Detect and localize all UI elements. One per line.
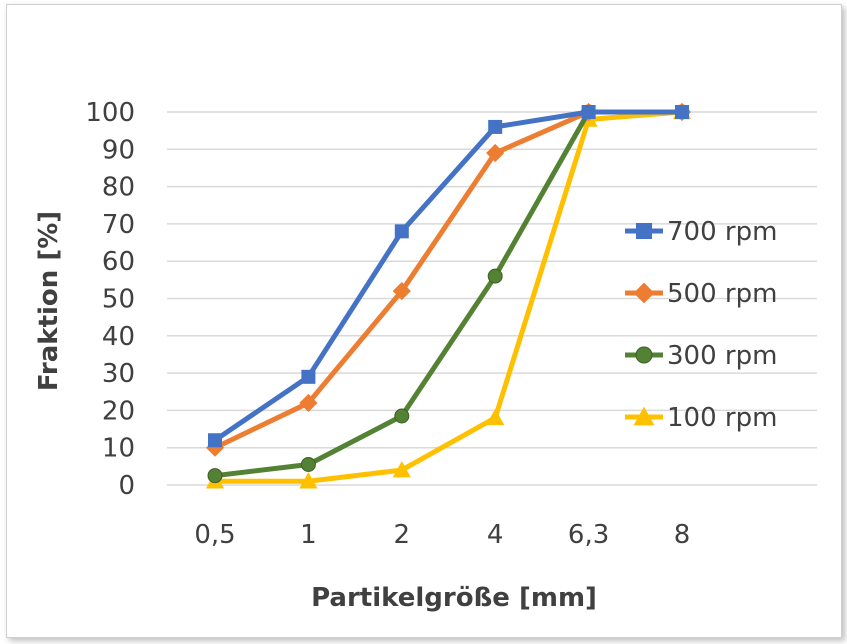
legend-item-3: 100 rpm: [625, 403, 777, 433]
line-chart: 0 10 20 30 40 50 60 70 80 90 100 0,5 1 2 4 6,3 8 700 rp…: [34, 98, 817, 613]
x-axis-title: Partikelgröße [mm]: [311, 583, 597, 613]
legend-label-0: 700 rpm: [667, 217, 777, 247]
x-tick-label-4: 6,3: [568, 520, 609, 550]
x-tick-labels: 0,5 1 2 4 6,3 8: [194, 520, 690, 550]
data-point-0-1: [301, 369, 316, 384]
y-tick-label-70: 70: [102, 210, 135, 240]
data-point-3-1: [299, 472, 318, 489]
data-point-0-3: [488, 119, 503, 134]
legend-marker-0: [636, 223, 652, 239]
y-tick-label-40: 40: [102, 322, 135, 352]
y-tick-label-30: 30: [102, 359, 135, 389]
y-tick-label-10: 10: [102, 434, 135, 464]
legend-label-1: 500 rpm: [667, 279, 777, 309]
x-tick-label-0: 0,5: [194, 520, 235, 550]
data-point-2-2: [394, 408, 410, 424]
data-point-2-0: [207, 468, 223, 484]
data-point-0-2: [394, 224, 409, 239]
y-tick-label-90: 90: [102, 135, 135, 165]
y-tick-label-60: 60: [102, 247, 135, 277]
legend-marker-3: [633, 406, 655, 426]
legend-marker-2: [635, 346, 653, 364]
y-tick-label-0: 0: [118, 471, 135, 501]
series-3: [205, 102, 692, 489]
y-tick-label-80: 80: [102, 173, 135, 203]
data-point-1-3: [486, 143, 505, 163]
series-line-2: [212, 109, 685, 479]
legend-label-2: 300 rpm: [667, 341, 777, 371]
y-tick-label-20: 20: [102, 396, 135, 426]
legend-label-3: 100 rpm: [667, 403, 777, 433]
grid-lines: [167, 111, 817, 486]
legend-item-2: 300 rpm: [625, 341, 777, 371]
series-line-0: [212, 109, 685, 443]
legend-item-1: 500 rpm: [625, 279, 777, 309]
x-tick-label-5: 8: [674, 520, 691, 550]
legend: 700 rpm 500 rpm 300 rpm 100 rpm: [625, 217, 777, 433]
x-tick-label-3: 4: [487, 520, 504, 550]
data-point-2-1: [300, 456, 316, 472]
series-line-1: [212, 109, 685, 451]
data-point-2-3: [487, 268, 503, 284]
data-point-0-4: [581, 105, 596, 119]
data-point-3-3: [486, 408, 505, 426]
data-point-0-0: [208, 433, 222, 448]
data-point-0-5: [675, 105, 689, 119]
series-0: [208, 105, 689, 448]
x-tick-label-2: 2: [394, 520, 411, 550]
y-tick-label-50: 50: [102, 285, 135, 315]
chart-frame: 0 10 20 30 40 50 60 70 80 90 100 0,5 1 2 4 6,3 8 700 rp…: [6, 4, 842, 638]
y-tick-labels: 0 10 20 30 40 50 60 70 80 90 100: [85, 98, 135, 501]
legend-item-0: 700 rpm: [625, 217, 777, 247]
data-point-1-0: [205, 438, 225, 457]
series-2: [207, 104, 690, 484]
legend-marker-1: [633, 282, 655, 304]
series-line-3: [212, 109, 685, 484]
data-point-3-2: [392, 460, 411, 478]
y-tick-label-100: 100: [85, 98, 135, 128]
series-lines: [205, 102, 692, 489]
data-point-1-2: [392, 281, 411, 301]
x-tick-label-1: 1: [300, 520, 317, 550]
y-axis-title: Fraktion [%]: [34, 211, 64, 391]
data-point-1-1: [299, 393, 318, 413]
series-1: [205, 102, 692, 457]
